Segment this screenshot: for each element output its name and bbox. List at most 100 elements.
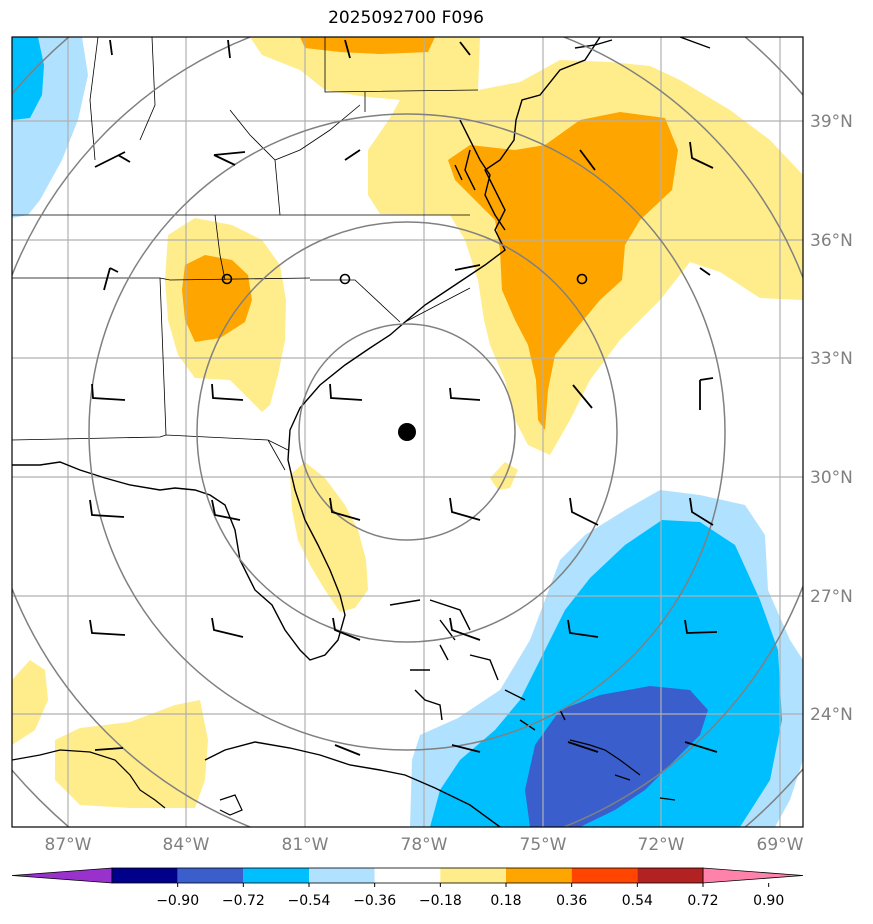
colorbar-tick-label: 0.90 [753,893,784,909]
wind-barb [579,149,596,171]
reference-point-west [221,273,233,285]
positive-anomaly-orange-core [448,112,678,430]
colorbar-bin [112,868,178,883]
colorbar-tick-label: 0.72 [687,893,718,909]
wind-barb [567,741,599,753]
wind-barb [332,617,361,641]
longitude-labels: 87°W 84°W 81°W 78°W 75°W 72°W 69°W [45,835,804,855]
wind-barb [213,151,246,166]
colorbar-extend-high [702,867,804,884]
range-ring-3 [88,113,726,751]
northeast-coast [574,37,711,49]
coastlines-borders [12,37,711,827]
wind-barb [449,387,481,401]
state-borders [12,37,479,471]
wind-barb [89,619,126,636]
lat-label: 33°N [810,349,853,369]
wind-barb [94,747,124,751]
wind-barb [211,383,244,401]
colorbar-bin [309,868,375,883]
wind-barb [89,499,125,518]
negative-anomaly-blue-se [430,520,782,827]
graticule [12,37,803,827]
colorbar-bin [440,868,506,883]
wind-barb [344,149,361,161]
latitude-labels: 39°N 36°N 33°N 30°N 27°N 24°N [810,112,853,725]
wind-barb [329,497,361,521]
map-title: 2025092700 F096 [328,8,484,28]
wind-barb [227,39,231,59]
colorbar-tick-label: 0.36 [556,893,587,909]
reference-point-east [576,273,588,285]
wind-barb [699,377,714,410]
yucatan [12,749,243,816]
wind-barb [344,39,351,59]
wind-barb [689,497,714,526]
wind-barb [684,619,718,634]
wind-barb [334,744,361,756]
chesapeake-bay [454,119,506,231]
positive-anomaly-orange-top [300,37,435,54]
positive-anomaly-yellow-florida [290,462,368,612]
wind-barbs [89,39,718,756]
colorbar: −0.90 −0.72 −0.54 −0.36 −0.18 0.18 0.36 0.54 0.7… [11,867,804,909]
wind-barb [211,499,241,521]
plot-frame [11,36,804,828]
range-ring-1 [298,323,516,541]
wind-barb [572,384,593,409]
wind-barb [91,383,126,401]
atlantic-coastline [12,37,601,661]
positive-anomaly-yellow-small [490,462,518,490]
lon-label: 72°W [638,835,685,855]
wind-barb [567,619,599,638]
colorbar-tick-label: −0.72 [222,893,265,909]
wind-barb [211,617,244,638]
lat-label: 27°N [810,587,853,607]
colorbar-frame [111,867,704,884]
wind-barb [94,151,131,168]
colorbar-tick-label: −0.90 [156,893,199,909]
hispaniola [569,739,676,801]
colorbar-tick-label: −0.54 [288,893,331,909]
colorbar-tick-label: 0.18 [490,893,521,909]
lon-label: 75°W [520,835,567,855]
lat-label: 24°N [810,705,853,725]
wind-barb [449,617,481,641]
lon-label: 84°W [163,835,210,855]
colorbar-bin [637,868,703,883]
colorbar-bin [243,868,309,883]
lon-label: 78°W [401,835,448,855]
negative-anomaly-blue-nw [12,37,44,120]
wind-barb [103,267,119,291]
colorbar-tick-label: 0.54 [622,893,653,909]
wind-barb [329,383,363,401]
wind-barb [699,267,711,276]
colorbar-bin [506,868,572,883]
colorbar-tick-label: −0.36 [353,893,396,909]
lon-label: 87°W [45,835,92,855]
anomaly-fill [12,37,803,827]
positive-anomaly-yellow-southwest [12,660,48,745]
lat-label: 30°N [810,468,853,488]
lon-label: 69°W [757,835,804,855]
wind-barb [109,39,113,56]
wind-barb [449,497,481,521]
wind-barb [684,741,718,753]
lon-label: 81°W [282,835,329,855]
wind-barb [689,141,714,169]
positive-anomaly-orange-west [182,255,252,342]
range-ring-2 [196,221,618,643]
cuba [204,741,501,827]
colorbar-tick-label: −0.18 [419,893,462,909]
positive-anomaly-yellow-gulf [55,700,208,808]
colorbar-bin [177,868,244,883]
lat-label: 39°N [810,112,853,132]
bahamas [389,599,566,731]
colorbar-bin [571,868,638,883]
colorbar-bin [374,868,441,883]
storm-center-marker [398,423,416,441]
wind-barb [459,41,471,56]
reference-points [221,273,588,285]
